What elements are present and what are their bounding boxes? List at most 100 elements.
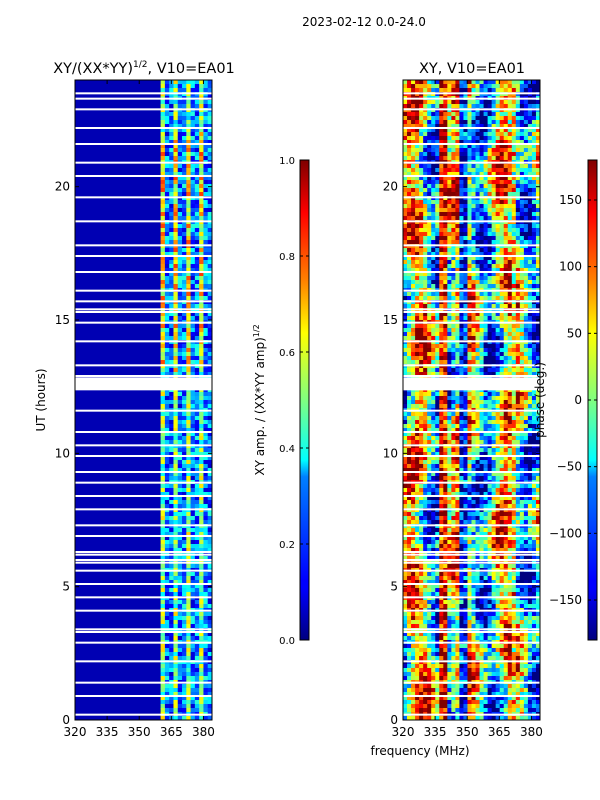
- phase-cell: [479, 224, 484, 229]
- phase-cell: [431, 156, 436, 161]
- phase-cell: [531, 280, 537, 285]
- amp-cell: [177, 612, 183, 617]
- phase-cell: [431, 236, 436, 241]
- phase-cell: [419, 328, 424, 333]
- phase-cell: [471, 348, 476, 353]
- phase-cell: [495, 412, 501, 417]
- phase-cell: [519, 192, 525, 197]
- phase-cell: [535, 152, 541, 157]
- amp-cell: [207, 616, 213, 621]
- amp-cell: [203, 372, 209, 377]
- phase-cell: [443, 272, 448, 277]
- amp-cell: [194, 216, 200, 221]
- amp-cell: [199, 556, 204, 561]
- phase-cell: [451, 372, 456, 377]
- phase-cell: [467, 344, 472, 349]
- phase-cell: [471, 360, 476, 365]
- phase-cell: [487, 236, 493, 241]
- phase-cell: [419, 192, 424, 197]
- phase-cell: [479, 292, 484, 297]
- amp-cell: [173, 664, 179, 669]
- amp-cell: [182, 684, 187, 689]
- amp-cell: [199, 404, 204, 409]
- amp-cell: [190, 156, 196, 161]
- amp-cell: [186, 620, 192, 625]
- phase-cell: [439, 248, 444, 253]
- phase-cell: [475, 424, 480, 429]
- amp-cell: [203, 696, 209, 701]
- amp-cell: [190, 232, 196, 237]
- phase-cell: [459, 260, 464, 265]
- phase-cell: [487, 216, 493, 221]
- phase-cell: [455, 424, 460, 429]
- phase-cell: [439, 128, 444, 133]
- phase-cell: [531, 116, 537, 121]
- amp-cell: [207, 180, 213, 185]
- amp-cell: [169, 176, 174, 181]
- phase-cell: [479, 264, 484, 269]
- phase-cell: [439, 120, 444, 125]
- amp-cell: [190, 348, 196, 353]
- amp-cell: [173, 412, 179, 417]
- phase-cell: [443, 400, 448, 405]
- phase-cell: [427, 304, 432, 309]
- amp-cell: [177, 644, 183, 649]
- amp-cell: [186, 304, 192, 309]
- amp-cell: [173, 136, 179, 141]
- amp-cell: [182, 184, 187, 189]
- phase-cell: [467, 336, 472, 341]
- amp-cell: [203, 440, 209, 445]
- amp-cell: [160, 484, 166, 489]
- amp-cell: [194, 180, 200, 185]
- amp-cell: [182, 620, 187, 625]
- phase-cell: [415, 132, 420, 137]
- amp-cell: [194, 400, 200, 405]
- phase-cell: [431, 344, 436, 349]
- phase-cell: [439, 272, 444, 277]
- amp-cell: [199, 116, 204, 121]
- phase-cell: [407, 80, 412, 85]
- amp-cell: [207, 172, 213, 177]
- phase-cell: [491, 120, 497, 125]
- phase-cell: [459, 368, 464, 373]
- phase-cell: [487, 136, 493, 141]
- amp-cell: [194, 172, 200, 177]
- phase-cell: [467, 192, 472, 197]
- amp-cell: [199, 440, 204, 445]
- phase-cell: [515, 180, 521, 185]
- phase-cell: [499, 156, 505, 161]
- amp-cell: [169, 248, 174, 253]
- amp-cell: [186, 176, 192, 181]
- amp-cell: [190, 356, 196, 361]
- amp-cell: [207, 112, 213, 117]
- amp-cell: [207, 348, 213, 353]
- amp-cell: [194, 112, 200, 117]
- amp-cell: [186, 132, 192, 137]
- amp-cell: [160, 592, 166, 597]
- phase-cell: [419, 348, 424, 353]
- amp-cell: [186, 88, 192, 93]
- amp-cell: [169, 168, 174, 173]
- phase-cell: [535, 280, 541, 285]
- phase-cell: [411, 240, 416, 245]
- amp-cell: [186, 644, 192, 649]
- amp-cell: [203, 368, 209, 373]
- amp-cell: [160, 588, 166, 593]
- phase-cell: [479, 372, 484, 377]
- amp-cell: [190, 656, 196, 661]
- phase-cell: [447, 420, 452, 425]
- amp-cell: [169, 584, 174, 589]
- phase-cell: [467, 168, 472, 173]
- amp-cell: [182, 516, 187, 521]
- amp-cell: [207, 600, 213, 605]
- phase-cell: [531, 156, 537, 161]
- amp-cell: [177, 536, 183, 541]
- amp-cell: [182, 84, 187, 89]
- amp-cell: [169, 476, 174, 481]
- amp-cell: [194, 460, 200, 465]
- phase-cell: [507, 240, 513, 245]
- phase-cell: [451, 140, 456, 145]
- phase-cell: [519, 212, 525, 217]
- phase-cell: [503, 292, 509, 297]
- phase-cell: [435, 420, 440, 425]
